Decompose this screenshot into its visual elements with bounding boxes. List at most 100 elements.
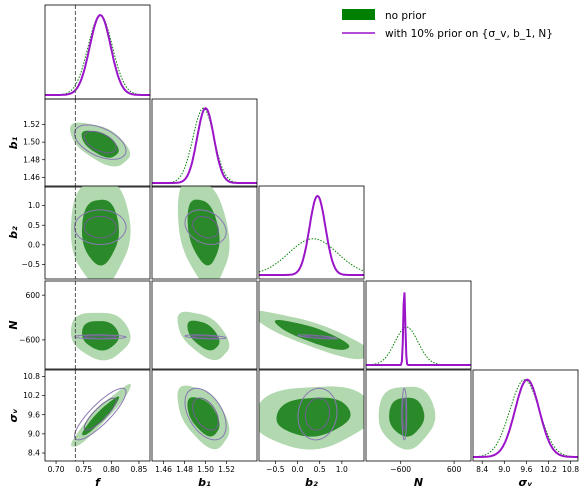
y-tick-label: 0.5	[28, 221, 40, 230]
y-tick-label: 0.0	[28, 240, 40, 249]
marginal-with-prior-p	[473, 378, 578, 458]
panel-frame	[151, 369, 258, 462]
contour-95-with-prior	[297, 334, 338, 340]
y-axis-label-p: σᵥ	[7, 408, 20, 423]
x-tick-label: 0.5	[314, 465, 326, 474]
contour-68-with-prior	[83, 335, 117, 339]
contour-95-with-prior	[74, 209, 127, 245]
y-tick-label: 1.52	[23, 120, 40, 129]
marginal-with-prior-n	[366, 292, 471, 366]
y-tick-label: 10.2	[23, 391, 40, 400]
marginal-no-prior-f	[45, 14, 150, 96]
panel-frame	[151, 98, 258, 188]
y-tick-label: 1.48	[23, 155, 40, 164]
y-tick-label: −600	[19, 336, 40, 345]
panel-b-vs-f: 1.52 1.50 1.48 1.46 b₁	[7, 98, 151, 188]
x-tick-label: 1.0	[336, 465, 348, 474]
contour-68-with-prior	[192, 216, 219, 239]
contour-68-with-prior	[304, 397, 331, 431]
x-axis-label-n: N	[414, 476, 423, 489]
legend-label-no-prior: no prior	[385, 10, 427, 22]
panel-frame	[151, 185, 258, 280]
marginal-no-prior-b	[152, 107, 257, 184]
panel-b-vs-b	[151, 98, 258, 188]
contour-68-no-prior	[81, 130, 119, 158]
contour-68-no-prior	[82, 396, 120, 436]
x-tick-label: −600	[390, 465, 411, 474]
contour-95-with-prior	[184, 387, 227, 441]
panel-frame	[365, 369, 472, 462]
contour-95-with-prior	[73, 334, 127, 340]
panel-b-vs-f: 1.0 0.5 0.0 −0.5 b₂	[7, 185, 151, 280]
contour-68-with-prior	[83, 130, 117, 154]
panel-n-vs-b	[151, 280, 258, 370]
panel-n-vs-n	[365, 280, 472, 370]
legend-swatch-no-prior	[342, 9, 375, 20]
contour-95-with-prior	[401, 387, 408, 441]
contour-68-with-prior	[192, 397, 219, 431]
contour-68-no-prior	[187, 199, 220, 266]
contour-68-with-prior	[402, 397, 407, 431]
panel-p-vs-b: 1.46 1.48 1.50 1.52 b₁	[151, 369, 258, 489]
x-tick-label: 600	[447, 465, 462, 474]
x-tick-label: 10.2	[540, 465, 557, 474]
y-tick-label: 9.6	[28, 410, 40, 419]
panel-p-vs-f: 0.70 0.75 0.80 0.85 f 10.8 10.2 9.6 9.0 8.4 σᵥ	[7, 369, 151, 489]
x-tick-label: 0.80	[103, 465, 120, 474]
contour-68-no-prior	[82, 199, 119, 266]
x-tick-label: 1.52	[218, 465, 235, 474]
panel-f-vs-f	[44, 4, 151, 100]
panel-frame	[44, 369, 151, 462]
panel-p-vs-b: −0.5 0.0 0.5 1.0 b₂	[258, 369, 365, 489]
marginal-no-prior-b	[259, 238, 364, 273]
panels: 1.521.501.481.46b₁1.00.50.0−0.5b₂600−600…	[7, 4, 579, 489]
contour-95-with-prior	[297, 387, 338, 441]
y-tick-label: 1.50	[23, 138, 40, 147]
contour-95-with-prior	[73, 124, 127, 160]
panel-b-vs-b	[151, 185, 258, 280]
legend: no prior with 10% prior on {σ_v, b_1, N}	[342, 9, 553, 40]
x-tick-label: −0.5	[266, 465, 285, 474]
y-tick-label: −0.5	[22, 260, 41, 269]
contour-68-with-prior	[304, 335, 331, 339]
x-axis-label-f: f	[95, 476, 101, 489]
x-axis-label-b: b₂	[305, 476, 318, 489]
panel-p-vs-p: 8.4 9.0 9.6 10.2 10.8 σᵥ	[472, 369, 579, 489]
marginal-with-prior-b	[259, 194, 364, 276]
contour-68-with-prior	[192, 335, 219, 339]
panel-frame	[258, 369, 365, 462]
panel-n-vs-b	[258, 280, 365, 370]
panel-frame	[44, 280, 151, 370]
panel-frame	[44, 185, 151, 280]
y-axis-label-b: b₁	[7, 136, 20, 149]
x-tick-label: 9.0	[498, 465, 510, 474]
marginal-with-prior-f	[45, 14, 150, 96]
contour-95-with-prior	[184, 209, 227, 246]
y-tick-label: 600	[26, 291, 41, 300]
panel-n-vs-f: 600 −600 N	[7, 280, 151, 370]
y-tick-label: 9.0	[28, 429, 40, 438]
panel-frame	[258, 185, 365, 280]
contour-68-with-prior	[83, 397, 117, 431]
x-tick-label: 10.8	[562, 465, 579, 474]
y-axis-label-b: b₂	[7, 226, 20, 239]
x-tick-label: 9.6	[520, 465, 532, 474]
contour-68-no-prior	[187, 397, 220, 437]
marginal-no-prior-n	[366, 326, 471, 366]
contour-68-no-prior	[276, 397, 351, 437]
marginal-no-prior-p	[473, 379, 578, 458]
x-axis-label-b: b₁	[198, 476, 211, 489]
legend-label-with-prior: with 10% prior on {σ_v, b_1, N}	[385, 28, 553, 40]
panel-p-vs-n: −600 600 N	[365, 369, 472, 489]
panel-frame	[472, 369, 579, 462]
x-axis-label-p: σᵥ	[518, 476, 533, 489]
contour-68-with-prior	[83, 216, 117, 239]
panel-frame	[365, 280, 472, 370]
y-tick-label: 10.8	[23, 372, 40, 381]
x-tick-label: 1.48	[176, 465, 193, 474]
panel-frame	[151, 280, 258, 370]
x-tick-label: 1.50	[197, 465, 214, 474]
x-tick-label: 0.75	[75, 465, 92, 474]
x-tick-label: 8.4	[476, 465, 488, 474]
